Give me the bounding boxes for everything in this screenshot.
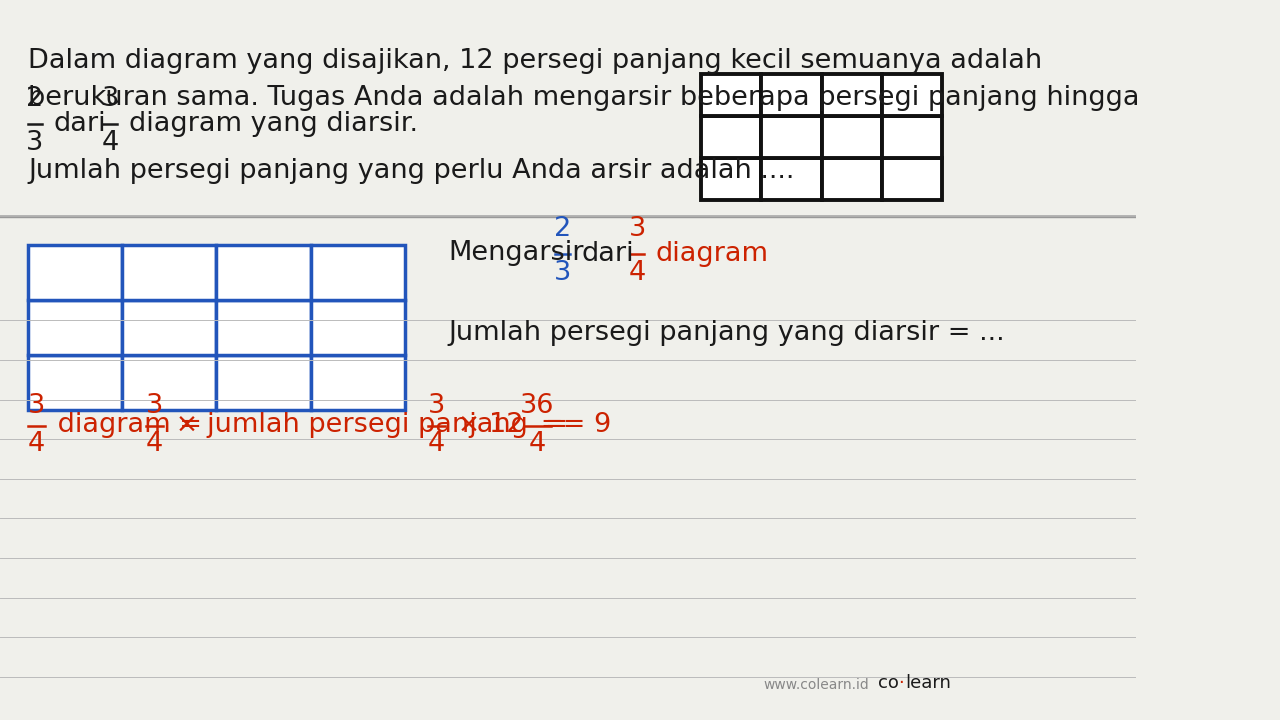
Text: 3: 3: [554, 260, 571, 286]
Text: diagram =: diagram =: [49, 412, 201, 438]
Bar: [882, 116, 942, 158]
Text: 4: 4: [146, 431, 164, 457]
Text: × 12  =: × 12 =: [449, 412, 563, 438]
Bar: [216, 300, 311, 355]
Text: 3: 3: [429, 393, 445, 419]
Text: 3: 3: [28, 393, 45, 419]
Bar: [701, 158, 762, 200]
Text: www.colearn.id: www.colearn.id: [764, 678, 869, 692]
Text: 3: 3: [26, 130, 44, 156]
Bar: [311, 245, 404, 300]
Bar: [216, 355, 311, 410]
Text: 4: 4: [101, 130, 119, 156]
Text: 4: 4: [429, 431, 445, 457]
Text: 4: 4: [28, 431, 45, 457]
Bar: [123, 300, 216, 355]
Text: dari: dari: [54, 111, 106, 137]
Bar: [311, 300, 404, 355]
Text: Dalam diagram yang disajikan, 12 persegi panjang kecil semuanya adalah: Dalam diagram yang disajikan, 12 persegi…: [28, 48, 1042, 74]
Text: 3: 3: [146, 393, 164, 419]
Text: Jumlah persegi panjang yang diarsir = ...: Jumlah persegi panjang yang diarsir = ..…: [448, 320, 1005, 346]
Bar: [882, 74, 942, 116]
Text: dari: dari: [581, 241, 634, 267]
Text: 4: 4: [529, 431, 547, 457]
Text: diagram: diagram: [655, 241, 769, 267]
Bar: [822, 158, 882, 200]
Bar: [762, 116, 822, 158]
Text: 3: 3: [628, 216, 645, 242]
Bar: [311, 355, 404, 410]
Text: 3: 3: [101, 86, 119, 112]
Bar: [882, 158, 942, 200]
Text: × jumlah persegi panjang  =: × jumlah persegi panjang =: [166, 412, 567, 438]
Text: co: co: [878, 674, 900, 692]
Text: 2: 2: [26, 86, 44, 112]
Bar: [28, 355, 123, 410]
Bar: [822, 116, 882, 158]
Text: diagram yang diarsir.: diagram yang diarsir.: [129, 111, 417, 137]
Bar: [216, 245, 311, 300]
Text: berukuran sama. Tugas Anda adalah mengarsir beberapa persegi panjang hingga: berukuran sama. Tugas Anda adalah mengar…: [28, 85, 1140, 111]
Text: 4: 4: [628, 260, 645, 286]
Text: = 9: = 9: [554, 412, 612, 438]
Text: learn: learn: [905, 674, 951, 692]
Text: Mengarsir: Mengarsir: [448, 240, 584, 266]
Bar: [762, 158, 822, 200]
Bar: [123, 355, 216, 410]
Text: Jumlah persegi panjang yang perlu Anda arsir adalah ....: Jumlah persegi panjang yang perlu Anda a…: [28, 158, 795, 184]
Bar: [701, 74, 762, 116]
Text: 2: 2: [554, 216, 571, 242]
Text: 36: 36: [520, 393, 554, 419]
Bar: [28, 245, 123, 300]
Bar: [28, 300, 123, 355]
Bar: [762, 74, 822, 116]
Bar: [822, 74, 882, 116]
Bar: [123, 245, 216, 300]
Text: ·: ·: [897, 674, 904, 692]
Bar: [701, 116, 762, 158]
